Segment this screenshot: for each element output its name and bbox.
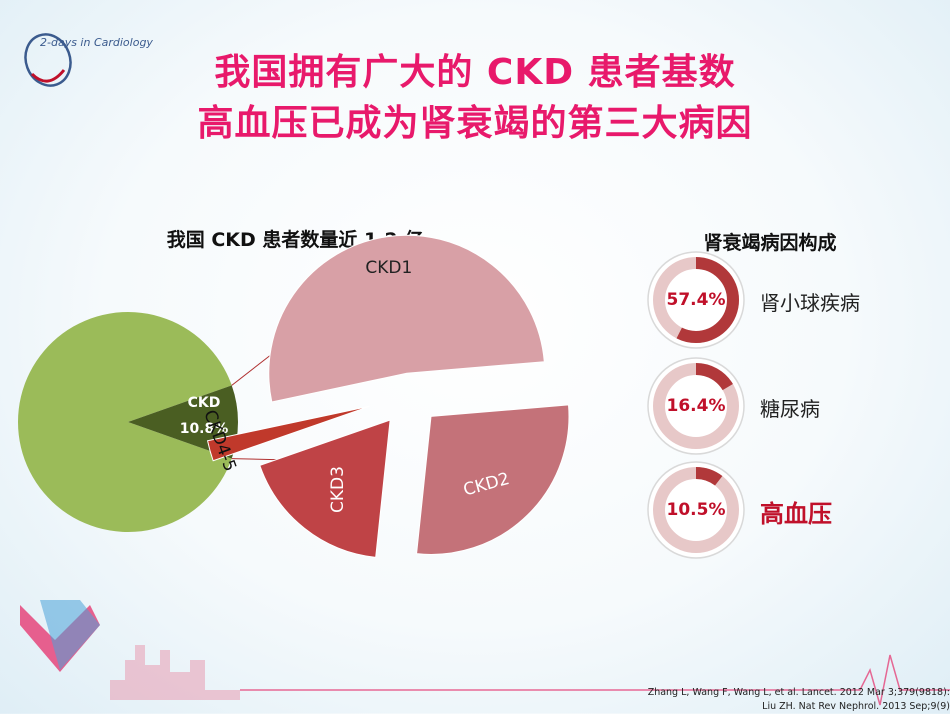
- donut-value: 16.4%: [666, 396, 726, 416]
- slide-title-line1: 我国拥有广大的 CKD 患者基数: [214, 52, 736, 93]
- reference-1: Zhang L, Wang F, Wang L, et al. Lancet. …: [647, 687, 950, 698]
- donut-glomerular: 57.4%: [646, 250, 746, 350]
- pie-label-ckd1: CKD1: [365, 258, 412, 278]
- donut-value-arc: [653, 363, 739, 449]
- logo-text: 2-days in Cardiology: [40, 36, 153, 49]
- donut-ring: [647, 251, 745, 349]
- pie-label-ckd3: CKD3: [328, 466, 348, 513]
- donut-value: 10.5%: [666, 500, 726, 520]
- cause-label-glomerular: 肾小球疾病: [760, 291, 860, 315]
- reference-2: Liu ZH. Nat Rev Nephrol. 2013 Sep;9(9): [762, 701, 950, 712]
- heartbeat-line-icon: [240, 654, 950, 706]
- donut-value: 57.4%: [666, 290, 726, 310]
- donut-value-arc: [653, 257, 739, 343]
- donut-ring: [647, 357, 745, 455]
- pie-slice-ckd1: [268, 234, 545, 403]
- logo-icon: [24, 33, 72, 87]
- donut-ring: [647, 461, 745, 559]
- references: Zhang L, Wang F, Wang L, et al. Lancet. …: [648, 686, 950, 714]
- donut-hypertension: 10.5%: [646, 460, 746, 560]
- pie-slice-ckd4-5: [206, 405, 370, 462]
- donut-diabetes: 16.4%: [646, 356, 746, 456]
- cause-label-diabetes: 糖尿病: [760, 397, 820, 421]
- slide-title-line2: 高血压已成为肾衰竭的第三大病因: [197, 103, 753, 144]
- decoration-footer: [20, 600, 950, 706]
- donut-value-arc: [653, 467, 739, 553]
- cause-chart-title: 肾衰竭病因构成: [703, 232, 837, 254]
- pie-slice-ckd3: [259, 419, 391, 558]
- cause-label-hypertension: 高血压: [760, 500, 832, 528]
- pie-label-ckd: CKD: [188, 395, 221, 411]
- skyline-icon: [110, 645, 240, 700]
- pie-slice-ckd2: [416, 404, 570, 555]
- pie-slice-other: [17, 311, 232, 532]
- pie-value-ckd: 10.8%: [180, 421, 229, 437]
